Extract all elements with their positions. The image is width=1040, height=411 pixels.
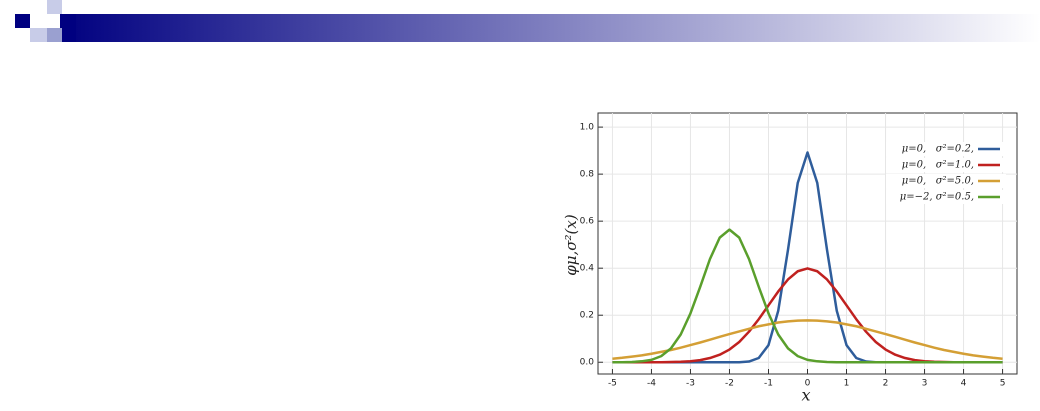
x-tick-label: -5: [608, 379, 617, 389]
x-tick-label: -2: [725, 379, 734, 389]
legend-label: μ=−2, σ²=0.5,: [900, 192, 974, 203]
legend-bg: [886, 158, 1006, 172]
x-tick-label: 2: [883, 379, 889, 389]
x-tick-label: 5: [1000, 379, 1006, 389]
legend-label: μ=0, σ²=5.0,: [902, 176, 974, 187]
header-banner: [15, 0, 1040, 42]
x-tick-label: -1: [764, 379, 773, 389]
legend-label: μ=0, σ²=0.2,: [902, 144, 974, 155]
x-tick-label: -3: [686, 379, 695, 389]
y-tick-label: 0.2: [580, 311, 594, 321]
x-axis-label: x: [801, 386, 810, 405]
y-tick-label: 0.6: [580, 217, 595, 227]
y-tick-label: 0.4: [580, 264, 595, 274]
y-tick-label: 0.8: [580, 170, 595, 180]
y-tick-label: 1.0: [580, 123, 595, 133]
x-tick-label: 1: [844, 379, 850, 389]
legend-bg: [886, 142, 1006, 156]
line-series: [612, 228, 1003, 364]
legend-label: μ=0, σ²=1.0,: [902, 160, 974, 171]
line-series: [612, 319, 1003, 360]
legend-bg: [886, 174, 1006, 188]
x-tick-label: -4: [647, 379, 656, 389]
x-tick-label: 0: [805, 379, 811, 389]
x-tick-label: 4: [961, 379, 967, 389]
y-axis-label: φμ,σ²(x): [562, 214, 580, 276]
legend-bg: [886, 190, 1006, 204]
x-tick-label: 3: [922, 379, 928, 389]
y-tick-label: 0.0: [580, 358, 595, 368]
